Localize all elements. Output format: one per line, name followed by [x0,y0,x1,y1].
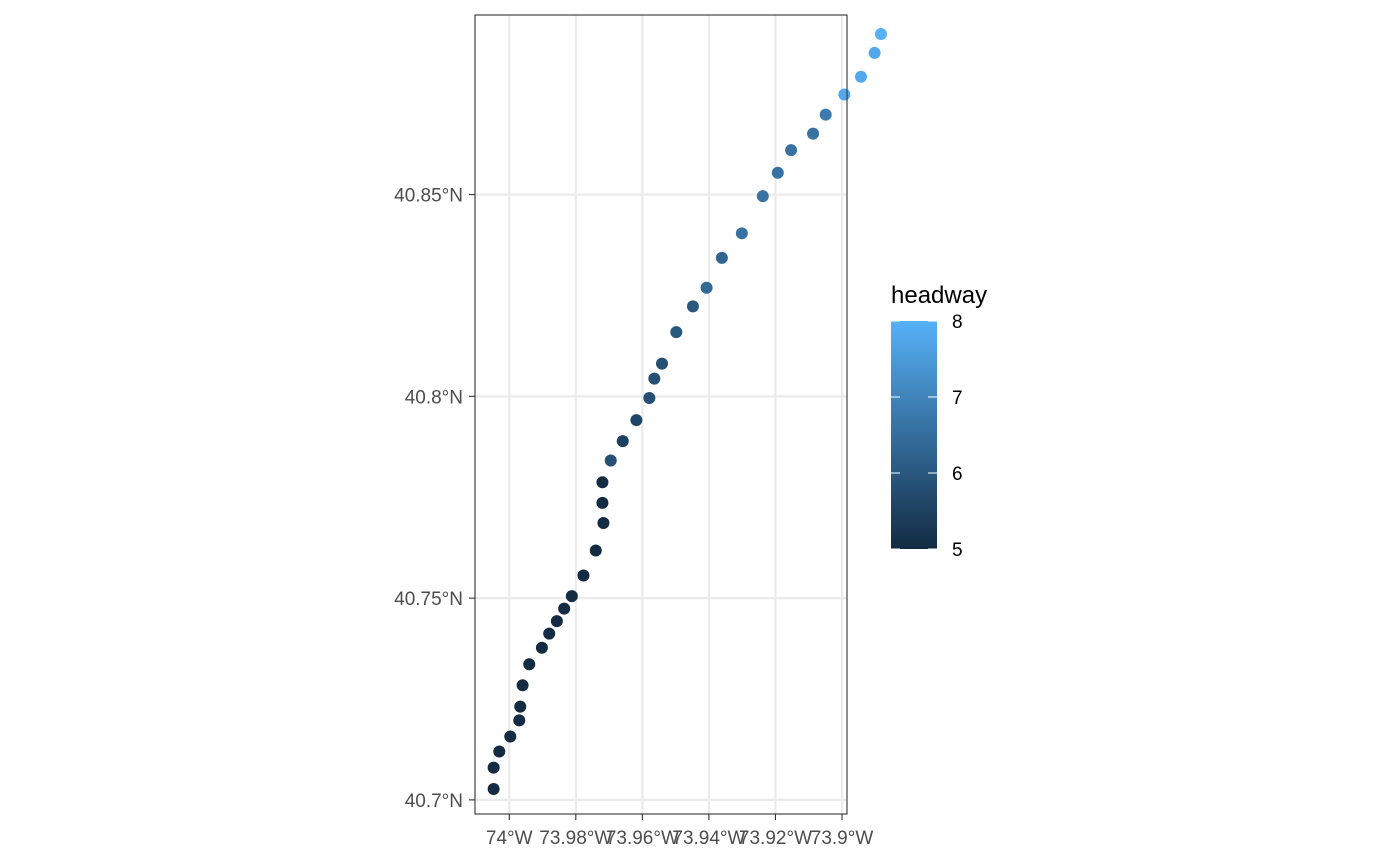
data-point [487,761,500,774]
data-point [771,166,784,179]
data-point [630,414,643,427]
points-layer [487,27,887,795]
data-point [686,300,699,313]
legend-ticks: 5 6 7 8 [891,312,963,561]
x-tick-label: 73.9°W [811,828,874,849]
x-tick-label: 74°W [486,828,533,849]
data-point [838,88,851,101]
data-point [807,127,820,140]
data-point [596,496,609,509]
x-tick-label: 73.96°W [606,828,679,849]
data-point [487,782,500,795]
data-point [543,627,556,640]
data-point [558,602,571,615]
data-point [655,357,668,370]
data-point [756,190,769,203]
panel-grid [475,15,847,814]
data-point [565,590,578,603]
data-point [513,714,526,727]
data-point [589,544,602,557]
data-point [616,435,629,448]
y-tick-label: 40.85°N [394,186,463,207]
legend-break-label: 5 [952,540,963,561]
data-point [577,569,590,582]
data-point [535,641,548,654]
panel-border [474,14,848,815]
data-point [597,517,610,530]
data-point [700,281,713,294]
data-point [514,700,527,713]
legend-break-label: 8 [952,312,963,333]
legend-break-label: 6 [952,464,963,485]
data-point [868,46,881,59]
y-tick-label: 40.8°N [405,387,463,408]
data-point [596,476,609,489]
legend-break-label: 7 [952,388,963,409]
data-point [854,70,867,83]
data-point [819,108,832,121]
data-point [550,615,563,628]
y-tick-label: 40.75°N [394,589,463,610]
data-point [643,391,656,404]
data-point [670,326,683,339]
x-tick-label: 73.92°W [739,828,812,849]
legend-title: headway [891,282,987,309]
data-point [648,372,661,385]
x-tick-label: 73.94°W [672,828,745,849]
data-point [493,745,506,758]
data-point [735,227,748,240]
x-axis: 74°W 73.98°W73.96°W73.94°W73.92°W73.9°W [486,814,873,849]
data-point [785,144,798,157]
legend-colorbar [891,321,937,549]
data-point [874,27,887,40]
y-tick-label: 40.7°N [405,791,463,812]
data-point [715,251,728,264]
color-legend: headway 5 6 7 8 [891,282,987,561]
x-tick-label: 73.98°W [539,828,612,849]
y-axis: 40.7°N 40.75°N 40.8°N 40.85°N [394,186,475,812]
data-point [523,658,536,671]
data-point [504,730,517,743]
data-point [516,679,529,692]
data-point [604,454,617,467]
